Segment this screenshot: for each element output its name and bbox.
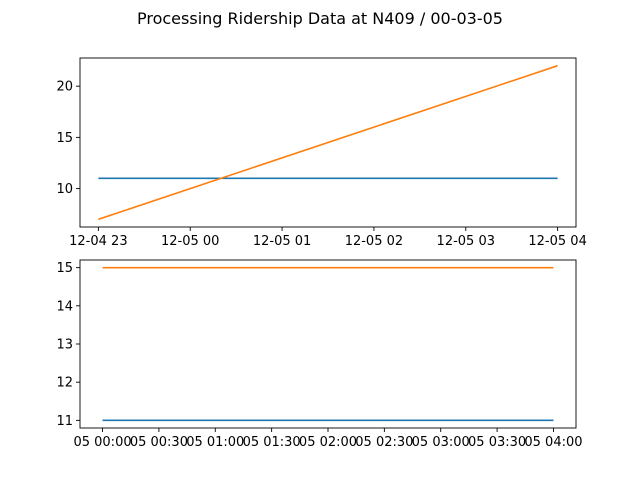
x-tick-label: 05 01:30 bbox=[243, 435, 301, 450]
chart-title: Processing Ridership Data at N409 / 00-0… bbox=[137, 9, 503, 28]
x-tick-label: 12-05 02 bbox=[345, 234, 403, 249]
x-tick-label: 12-04 23 bbox=[69, 234, 127, 249]
top-subplot: 12-04 23 12-05 00 12-05 01 12-05 02 12-05 03… bbox=[56, 57, 587, 249]
x-tick-label: 05 02:30 bbox=[355, 435, 413, 450]
y-tick-label: 20 bbox=[56, 80, 73, 95]
y-tick-label: 15 bbox=[56, 131, 73, 146]
series-line-2 bbox=[98, 64, 558, 221]
x-tick-label: 12-05 04 bbox=[528, 234, 586, 249]
y-tick-label: 11 bbox=[56, 414, 73, 429]
y-tick-label: 14 bbox=[56, 299, 73, 314]
y-tick-label: 15 bbox=[56, 261, 73, 276]
y-tick-label: 13 bbox=[56, 338, 73, 353]
x-tick-label: 05 03:30 bbox=[468, 435, 526, 450]
x-tick-label: 12-05 01 bbox=[253, 234, 311, 249]
x-tick-label: 05 01:00 bbox=[186, 435, 244, 450]
x-tick-label: 05 00:30 bbox=[130, 435, 188, 450]
x-tick-label: 05 03:00 bbox=[412, 435, 470, 450]
x-tick-label: 05 00:00 bbox=[73, 435, 131, 450]
axes-frame bbox=[79, 57, 577, 228]
x-tick-label: 12-05 00 bbox=[161, 234, 219, 249]
x-tick-label: 05 04:00 bbox=[524, 435, 582, 450]
x-tick-label: 05 02:00 bbox=[299, 435, 357, 450]
y-tick-label: 10 bbox=[56, 182, 73, 197]
x-tick-label: 12-05 03 bbox=[437, 234, 495, 249]
y-tick-label: 12 bbox=[56, 376, 73, 391]
